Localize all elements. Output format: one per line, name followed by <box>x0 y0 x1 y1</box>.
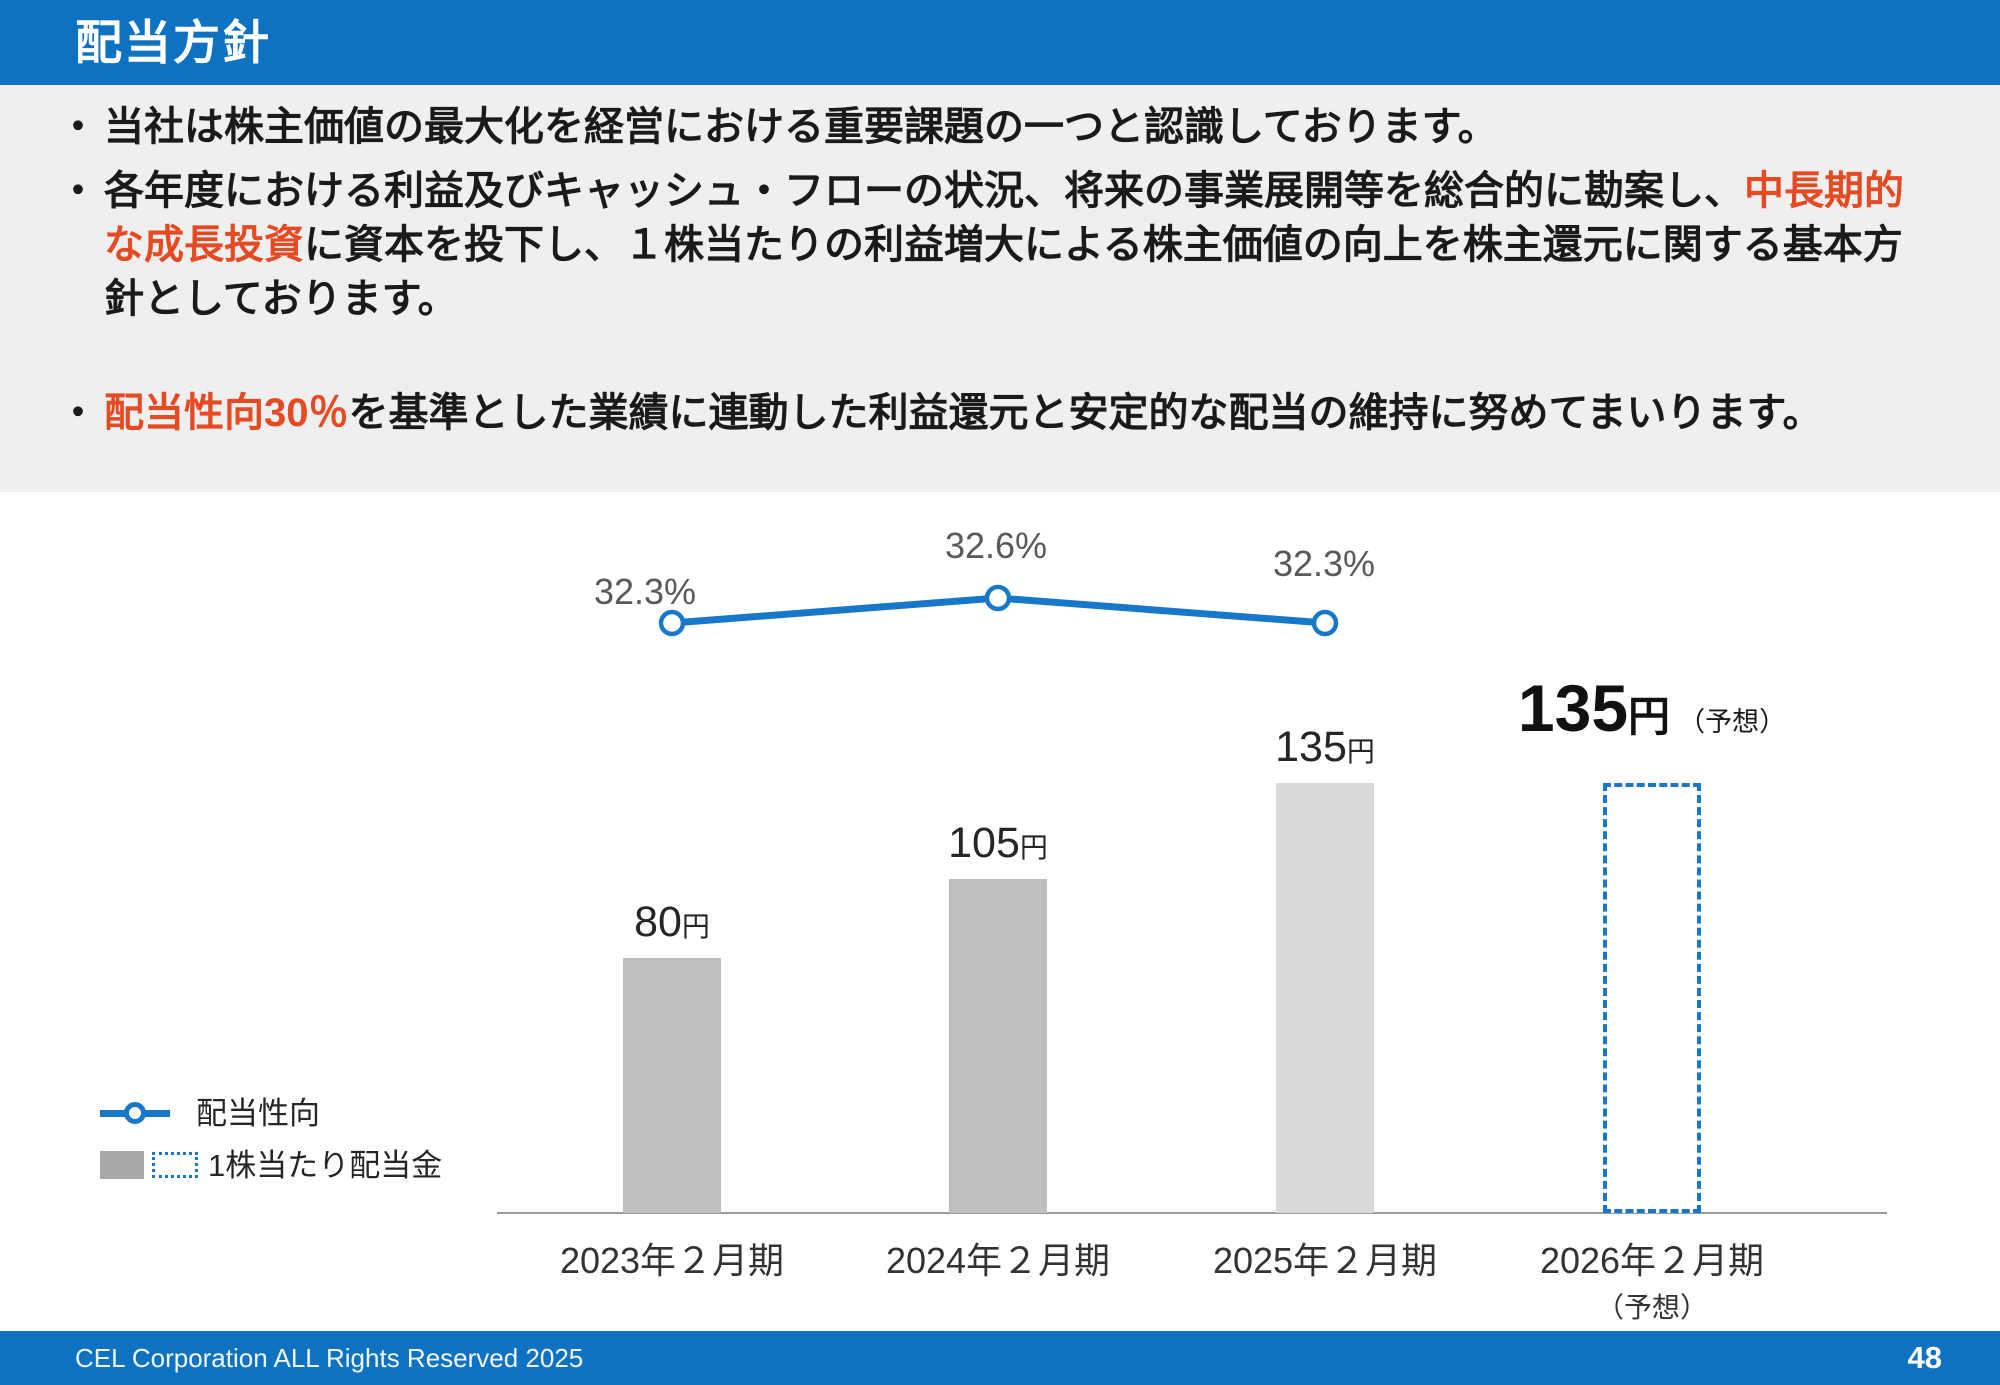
bar-value-number: 135 <box>1517 671 1629 745</box>
dividend-bar <box>1276 783 1374 1213</box>
payout-ratio-label: 32.6% <box>944 525 1048 566</box>
bullet-text: 当社は株主価値の最大化を経営における重要課題の一つと認識しております。 <box>104 100 1930 154</box>
bullet-text-plain: を基準とした業績に連動した利益還元と安定的な配当の維持に努めてまいります。 <box>348 391 1823 435</box>
bar-swatch-icon <box>100 1151 144 1179</box>
payout-ratio-label: 32.3% <box>1272 543 1376 584</box>
payout-ratio-marker <box>1311 609 1339 637</box>
footer-bar: CEL Corporation ALL Rights Reserved 2025… <box>0 1331 2000 1385</box>
circle-marker-icon <box>124 1102 146 1124</box>
bullet-text-highlight: 中長期的な成長投資 <box>104 169 1904 267</box>
legend-row-payout: 配当性向 <box>100 1093 442 1133</box>
bullet-text-highlight: 配当性向30％ <box>104 391 349 435</box>
bar-value-label: 135円 （予想） <box>1518 675 1786 741</box>
x-axis-category-label: 2024年２月期 <box>885 1240 1111 1281</box>
bullet-text: 配当性向30％を基準とした業績に連動した利益還元と安定的な配当の維持に努めてまい… <box>104 386 1930 440</box>
line-marker-icon <box>100 1102 170 1124</box>
payout-ratio-marker <box>658 609 686 637</box>
x-axis-category-label: 2026年２月期 <box>1539 1240 1765 1281</box>
payout-ratio-marker <box>984 584 1012 612</box>
copyright-text: CEL Corporation ALL Rights Reserved 2025 <box>75 1343 584 1373</box>
payout-ratio-line <box>671 594 1326 627</box>
bullet-text-plain: 当社は株主価値の最大化を経営における重要課題の一つと認識しております。 <box>104 105 1498 149</box>
chart-legend: 配当性向 1株当たり配当金 <box>100 1093 442 1185</box>
legend-label-dividend: 1株当たり配当金 <box>208 1147 443 1183</box>
forecast-note: （予想） <box>1678 707 1787 737</box>
bullet-item: ・ 各年度における利益及びキャッシュ・フローの状況、将来の事業展開等を総合的に勘… <box>58 164 1930 326</box>
bar-value-number: 135 <box>1275 723 1347 771</box>
bar-value-number: 80 <box>634 898 682 946</box>
dividend-bar <box>623 958 721 1213</box>
x-axis-category-note: （予想） <box>1595 1292 1709 1323</box>
legend-row-dividend: 1株当たり配当金 <box>100 1145 442 1185</box>
policy-bullet-panel: ・ 当社は株主価値の最大化を経営における重要課題の一つと認識しております。 ・ … <box>0 85 2000 492</box>
bar-value-number: 105 <box>948 819 1020 867</box>
x-axis-line <box>497 1212 1887 1214</box>
legend-label-payout: 配当性向 <box>196 1095 320 1131</box>
bullet-text-plain: に資本を投下し、１株当たりの利益増大による株主価値の向上を株主還元に関する基本方… <box>104 223 1903 321</box>
x-axis-category-label: 2023年２月期 <box>559 1240 785 1281</box>
bullet-dot: ・ <box>58 105 98 149</box>
bar-value-label: 80円 <box>634 901 710 944</box>
bullet-text-plain: 各年度における利益及びキャッシュ・フローの状況、将来の事業展開等を総合的に勘案し… <box>104 169 1744 213</box>
bar-value-label: 105円 <box>948 822 1048 865</box>
dividend-bar <box>949 879 1047 1213</box>
forecast-bar-swatch-icon <box>152 1152 198 1178</box>
bullet-dot: ・ <box>58 169 98 213</box>
bar-value-unit: 円 <box>1628 693 1671 740</box>
page-title: 配当方針 <box>75 16 271 69</box>
forecast-dividend-bar <box>1603 783 1701 1213</box>
bullet-dot: ・ <box>58 391 98 435</box>
bullet-item: ・ 配当性向30％を基準とした業績に連動した利益還元と安定的な配当の維持に努めて… <box>58 386 1930 440</box>
header-bar: 配当方針 <box>0 0 2000 85</box>
bar-value-unit: 円 <box>681 911 710 942</box>
bar-value-unit: 円 <box>1019 832 1048 863</box>
bullet-text: 各年度における利益及びキャッシュ・フローの状況、将来の事業展開等を総合的に勘案し… <box>104 164 1930 326</box>
x-axis-category-label: 2025年２月期 <box>1212 1240 1438 1281</box>
payout-ratio-label: 32.3% <box>593 571 697 612</box>
bullet-item: ・ 当社は株主価値の最大化を経営における重要課題の一つと認識しております。 <box>58 100 1930 154</box>
bar-value-label: 135円 <box>1275 726 1375 769</box>
page-number: 48 <box>1907 1340 1942 1375</box>
bar-value-unit: 円 <box>1346 736 1375 767</box>
